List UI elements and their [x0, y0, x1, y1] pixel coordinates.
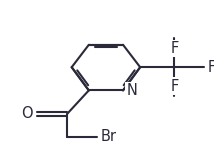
Text: F: F: [170, 41, 178, 56]
Text: Br: Br: [101, 129, 117, 144]
Text: F: F: [170, 79, 178, 94]
Text: N: N: [126, 83, 137, 98]
Text: O: O: [22, 106, 33, 121]
Text: F: F: [208, 60, 214, 75]
